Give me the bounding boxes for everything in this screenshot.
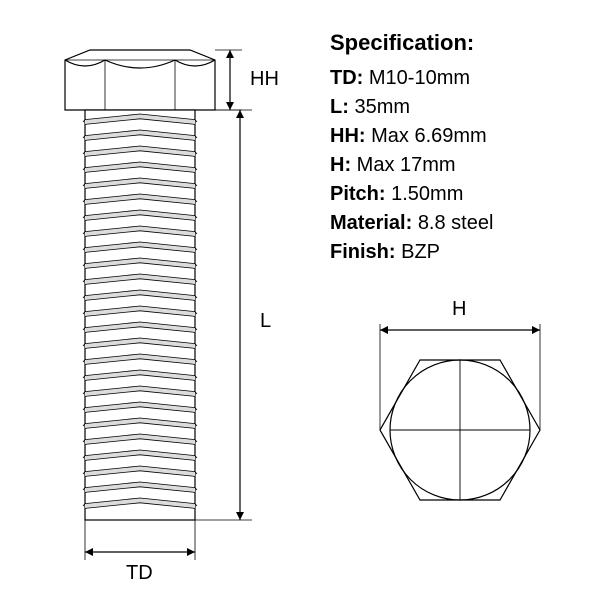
- spec-row: HH: Max 6.69mm: [330, 122, 580, 151]
- spec-panel: Specification: TD: M10-10mmL: 35mmHH: Ma…: [330, 30, 580, 267]
- spec-row: TD: M10-10mm: [330, 64, 580, 93]
- spec-row: Finish: BZP: [330, 238, 580, 267]
- spec-row: Material: 8.8 steel: [330, 209, 580, 238]
- spec-value: 35mm: [354, 96, 410, 118]
- dim-label-L: L: [260, 310, 271, 333]
- spec-value: 1.50mm: [391, 183, 463, 205]
- spec-row: Pitch: 1.50mm: [330, 180, 580, 209]
- spec-key: Pitch:: [330, 183, 386, 205]
- spec-row: L: 35mm: [330, 93, 580, 122]
- spec-key: HH:: [330, 125, 366, 147]
- dim-label-HH: HH: [250, 68, 279, 91]
- spec-title: Specification:: [330, 30, 580, 56]
- spec-key: Finish:: [330, 241, 396, 263]
- spec-rows: TD: M10-10mmL: 35mmHH: Max 6.69mmH: Max …: [330, 64, 580, 267]
- dim-label-TD: TD: [126, 562, 153, 585]
- spec-value: M10-10mm: [369, 67, 470, 89]
- spec-key: H:: [330, 154, 351, 176]
- spec-key: TD:: [330, 67, 363, 89]
- spec-key: Material:: [330, 212, 412, 234]
- spec-value: Max 6.69mm: [371, 125, 487, 147]
- spec-key: L:: [330, 96, 349, 118]
- dim-label-H: H: [452, 298, 466, 321]
- spec-row: H: Max 17mm: [330, 151, 580, 180]
- spec-value: BZP: [401, 241, 440, 263]
- spec-value: 8.8 steel: [418, 212, 494, 234]
- spec-value: Max 17mm: [357, 154, 456, 176]
